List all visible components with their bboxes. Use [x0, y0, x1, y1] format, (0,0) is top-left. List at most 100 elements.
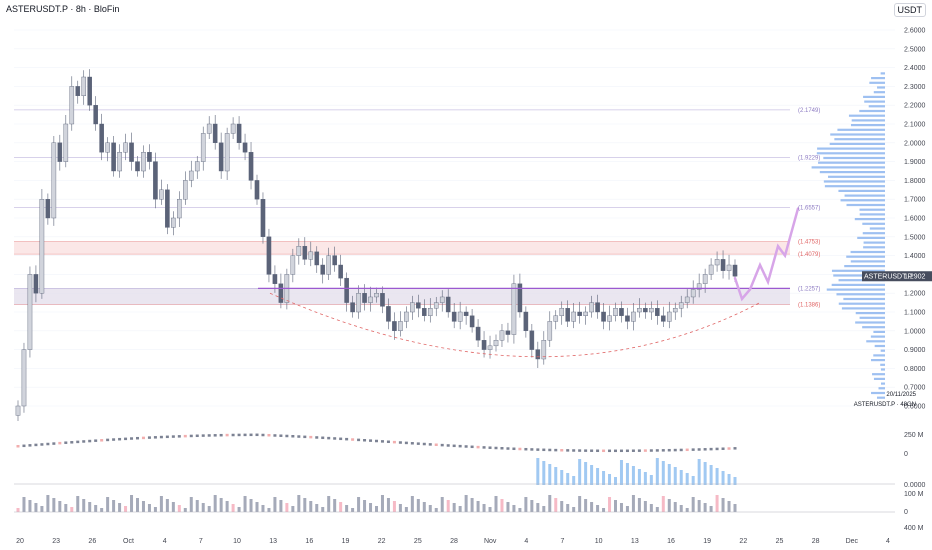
time-tick-label: 19: [342, 538, 350, 545]
fib-label: (2.1749): [798, 108, 820, 114]
candle: [481, 340, 487, 350]
candle: [188, 170, 194, 181]
support-zone: [14, 288, 790, 305]
grid: [14, 29, 895, 407]
candle: [320, 264, 326, 275]
price-tick-label: 1.2000: [904, 291, 926, 298]
time-tick-label: 16: [305, 538, 313, 545]
candle: [45, 198, 51, 219]
candle: [469, 315, 475, 328]
candle: [433, 302, 439, 309]
currency-button[interactable]: USDT: [893, 3, 926, 17]
candle: [254, 180, 260, 200]
time-tick-label: 28: [450, 538, 458, 545]
time-tick-label: Oct: [123, 538, 134, 545]
time-tick-label: 28: [812, 538, 820, 545]
candle: [165, 189, 170, 228]
candle: [206, 123, 212, 134]
candle: [272, 274, 278, 284]
candle: [236, 123, 242, 143]
candle: [344, 277, 349, 303]
candle: [607, 315, 612, 322]
candle: [637, 308, 642, 313]
price-tick-label: 1.8000: [904, 178, 926, 185]
candle: [147, 151, 152, 162]
candle: [511, 283, 517, 335]
candle: [314, 251, 320, 266]
candle: [15, 405, 21, 416]
fib-label: (1.1386): [798, 303, 820, 309]
info-date: 20/11/2025: [886, 392, 916, 398]
candle: [678, 302, 684, 309]
fib-labels: (2.1749) (1.9229) (1.6557) (1.4753) (1.4079)…: [798, 108, 820, 309]
indicator-panes: 250 M 0 0.0000 100 M 0 400 M: [14, 432, 926, 532]
candle: [559, 308, 565, 316]
candle: [93, 104, 98, 125]
time-tick-label: 23: [52, 538, 60, 545]
candle: [374, 293, 379, 298]
time-tick-label: 13: [631, 538, 639, 545]
candle: [248, 151, 254, 181]
candle: [63, 123, 69, 162]
candle: [183, 180, 188, 200]
time-tick-label: 10: [595, 538, 603, 545]
candle: [672, 308, 678, 313]
candle: [505, 330, 511, 335]
candle: [493, 340, 499, 347]
candle: [51, 142, 57, 219]
time-tick-label: 4: [524, 538, 528, 545]
candle: [81, 76, 87, 96]
rounded-bottom-curve: [269, 292, 761, 358]
candle: [684, 296, 690, 303]
candle: [153, 161, 158, 200]
mid-label: 0.0000: [904, 482, 926, 489]
price-tick-label: 1.7000: [904, 197, 926, 204]
candle: [427, 308, 433, 316]
time-tick-label: 7: [199, 538, 203, 545]
time-tick-label: 20: [16, 538, 24, 545]
candle: [517, 283, 523, 313]
candle: [218, 142, 224, 172]
candle: [589, 302, 594, 313]
price-tick-label: 0.8000: [904, 366, 926, 373]
candle: [290, 255, 296, 275]
candle: [619, 308, 624, 316]
candle: [105, 142, 110, 153]
candle: [702, 274, 708, 284]
price-axis: 2.6000 2.5000 2.4000 2.3000 2.2000 2.1000 2.00…: [862, 28, 932, 411]
candle: [445, 296, 451, 313]
candle: [111, 142, 116, 172]
osc-label: 400 M: [904, 525, 924, 532]
candle: [392, 321, 397, 331]
time-axis: 20 23 26 Oct 4 7 10 13 16 19 22 25 28 Nov 4 7 10 13 16 19 22…: [16, 538, 890, 545]
candle: [332, 255, 337, 266]
candle: [87, 76, 92, 106]
candle: [487, 345, 493, 350]
candle: [117, 151, 122, 172]
time-tick-label: 4: [163, 538, 167, 545]
resistance-zone: [14, 241, 790, 255]
candle: [177, 198, 182, 219]
candle: [416, 302, 421, 309]
info-line: ASTERUSDT.P · 48GN: [853, 402, 916, 408]
candle: [21, 349, 27, 407]
last-price-badge: [862, 271, 932, 282]
price-tick-label: 2.3000: [904, 84, 926, 91]
candle: [326, 255, 331, 275]
candle: [404, 311, 409, 322]
candle: [57, 142, 63, 162]
candle: [541, 340, 547, 360]
price-tick-label: 1.1000: [904, 310, 926, 317]
candle: [69, 86, 75, 125]
candle: [499, 330, 505, 341]
candle: [242, 142, 248, 153]
price-tick-label: 1.9000: [904, 159, 926, 166]
price-tick-label: 2.2000: [904, 103, 926, 110]
candle: [565, 308, 570, 322]
candle: [33, 274, 39, 294]
osc-label: 0: [904, 509, 908, 516]
candle: [714, 259, 720, 266]
candle: [356, 293, 361, 313]
fib-label: (1.9229): [798, 155, 820, 161]
